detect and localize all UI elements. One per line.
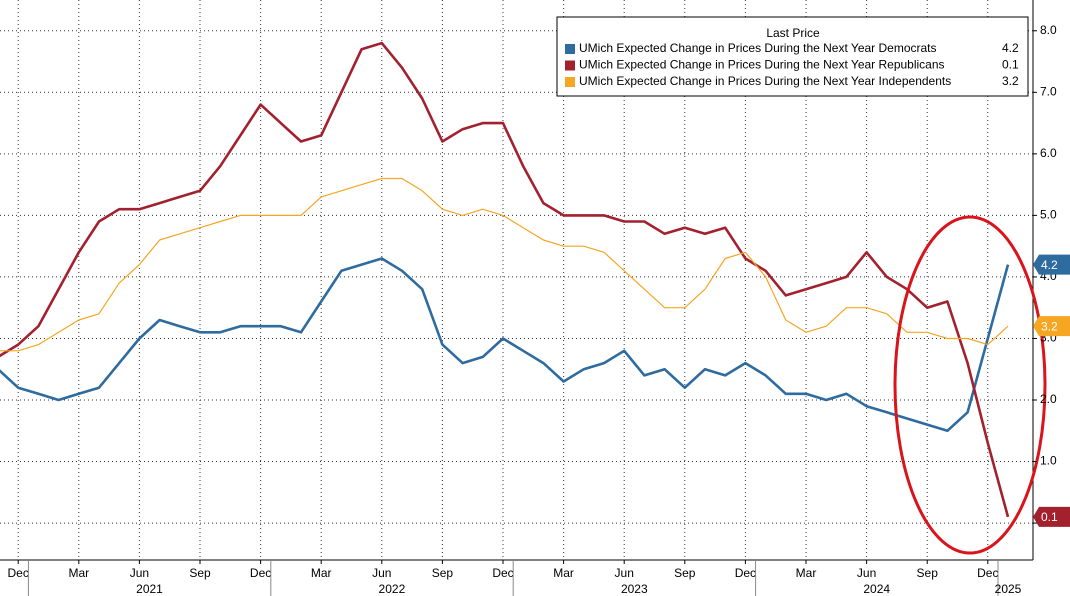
highlight-ellipse	[893, 215, 1047, 555]
legend-value: 4.2	[1002, 41, 1019, 55]
year-label: 2025	[995, 582, 1022, 596]
legend: Last Price	[556, 16, 1029, 97]
grid	[0, 0, 1033, 560]
last-value-flag	[1033, 506, 1070, 527]
legend-box	[556, 16, 1029, 97]
x-tick-label: Sep	[674, 566, 696, 580]
legend-label: UMich Expected Change in Prices During t…	[579, 41, 937, 55]
legend-entries: UMich Expected Change in Prices During t…	[565, 41, 1019, 88]
x-tick-label: Sep	[189, 566, 211, 580]
y-tick-label: 5.0	[1040, 208, 1057, 222]
y-tick-label: 2.0	[1040, 392, 1057, 406]
last-value-label: 0.1	[1041, 510, 1058, 524]
x-tick-label: Jun	[857, 566, 876, 580]
last-value-label: 3.2	[1041, 319, 1058, 333]
x-tick-label: Jun	[372, 566, 391, 580]
last-value-flag	[1033, 316, 1070, 337]
x-tick-label: Jun	[130, 566, 149, 580]
year-label: 2023	[621, 582, 648, 596]
x-tick-label: Dec	[492, 566, 513, 580]
axis-labels: 0.01.02.03.04.05.06.07.08.0DecMarJunSepD…	[8, 23, 1057, 596]
legend-swatch	[565, 44, 575, 54]
y-tick-label: 7.0	[1040, 84, 1057, 98]
x-tick-label: Dec	[735, 566, 756, 580]
x-tick-label: Dec	[250, 566, 271, 580]
y-tick-label: 1.0	[1040, 454, 1057, 468]
year-label: 2022	[379, 582, 406, 596]
y-tick-label: 6.0	[1040, 146, 1057, 160]
legend-value: 3.2	[1002, 74, 1019, 88]
x-tick-label: Mar	[553, 566, 574, 580]
year-label: 2024	[863, 582, 890, 596]
legend-value: 0.1	[1002, 58, 1019, 72]
x-tick-label: Mar	[796, 566, 817, 580]
last-value-flag	[1033, 254, 1070, 275]
x-tick-label: Sep	[432, 566, 454, 580]
year-label: 2021	[136, 582, 163, 596]
x-tick-label: Mar	[311, 566, 332, 580]
series-line	[0, 177, 1009, 352]
last-value-label: 4.2	[1041, 258, 1058, 272]
x-tick-label: Mar	[68, 566, 89, 580]
series-line	[0, 257, 1010, 433]
x-tick-label: Jun	[615, 566, 634, 580]
x-tick-label: Dec	[8, 566, 29, 580]
lines	[0, 41, 1010, 518]
series-line	[0, 41, 1010, 518]
y-tick-label: 8.0	[1040, 23, 1057, 37]
legend-swatch	[565, 60, 575, 71]
x-tick-label: Dec	[977, 566, 998, 580]
legend-title: Last Price	[766, 26, 820, 40]
legend-label: UMich Expected Change in Prices During t…	[579, 74, 951, 88]
x-tick-label: Sep	[917, 566, 939, 580]
legend-swatch	[565, 77, 575, 87]
legend-label: UMich Expected Change in Prices During t…	[579, 58, 945, 72]
